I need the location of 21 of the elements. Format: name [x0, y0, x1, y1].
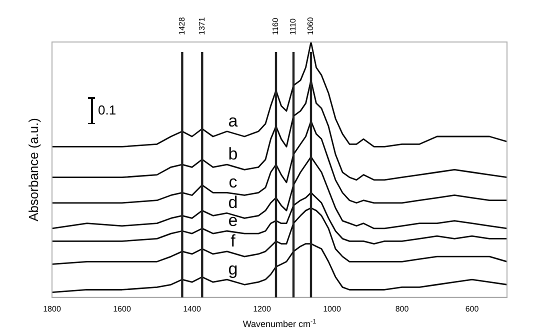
- series-label: d: [228, 193, 238, 212]
- x-tick-label: 1800: [43, 304, 62, 314]
- ref-line-label: 1110: [288, 18, 298, 35]
- ref-line-label: 1371: [197, 16, 206, 35]
- y-axis-title: Absorbance (a.u.): [26, 118, 41, 222]
- ref-line-label: 1160: [271, 17, 280, 35]
- annotation: 0.1: [98, 102, 116, 118]
- x-tick-label: 800: [395, 304, 410, 314]
- series-label: e: [228, 210, 238, 230]
- x-tick-label: 600: [465, 304, 480, 314]
- series-label: f: [230, 231, 236, 250]
- x-tick-label: 1200: [253, 304, 272, 314]
- series-label: b: [228, 144, 238, 164]
- x-tick-label: 1600: [113, 304, 132, 314]
- series-label: c: [228, 172, 238, 192]
- series-label: a: [228, 111, 238, 130]
- x-tick-label: 1400: [183, 304, 202, 314]
- ref-line-label: 1428: [177, 16, 186, 35]
- ref-line-label: 1060: [306, 16, 316, 35]
- x-tick-label: 1000: [323, 304, 342, 314]
- series-label: g: [228, 260, 238, 279]
